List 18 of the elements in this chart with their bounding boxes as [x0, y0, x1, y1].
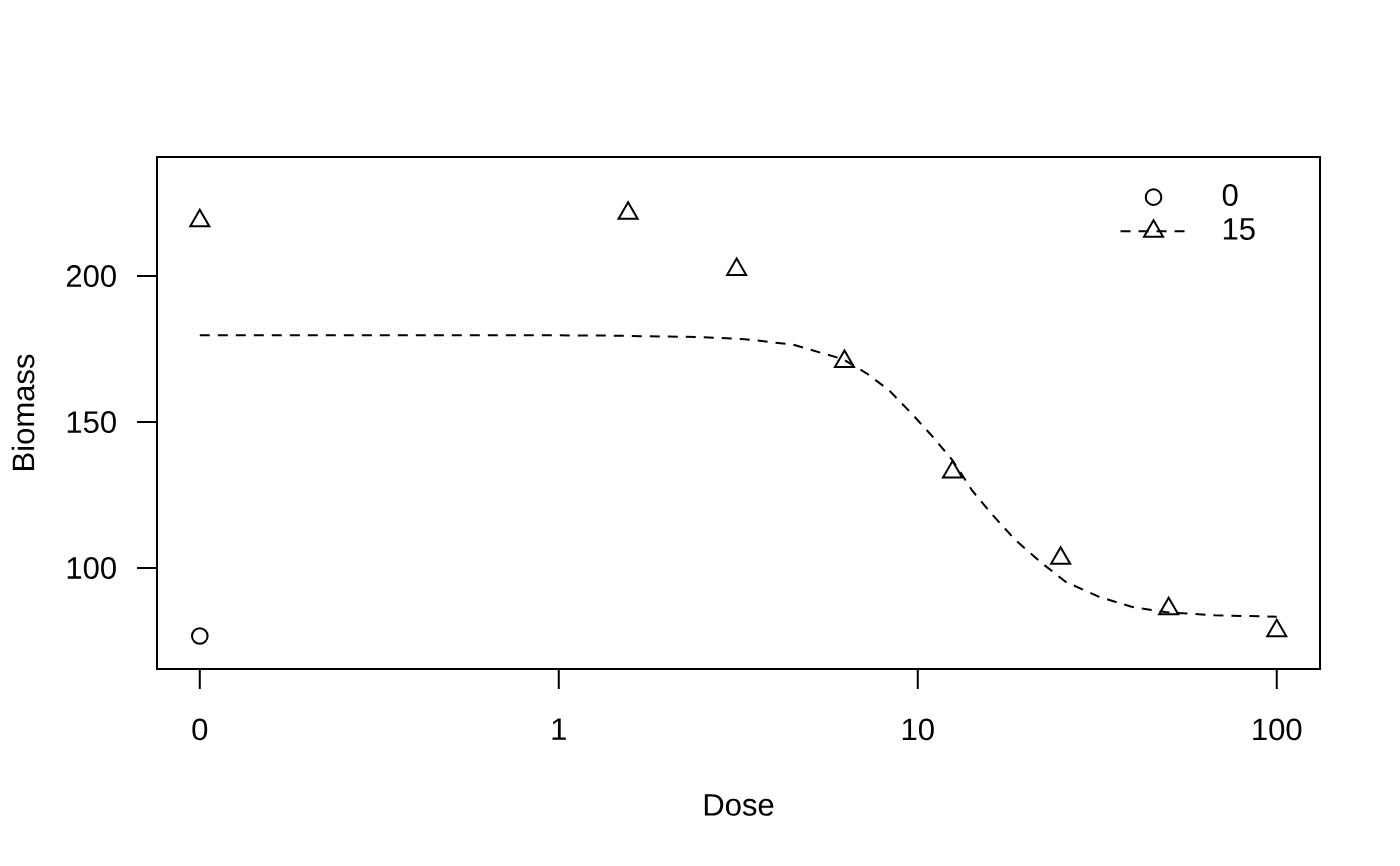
y-tick-label: 100	[67, 557, 116, 579]
point	[1266, 618, 1288, 638]
x-tick-label: 100	[1253, 718, 1302, 741]
y-tick-label: 150	[67, 411, 116, 434]
legend-label: 15	[1223, 218, 1255, 240]
point	[617, 201, 639, 220]
x-tick-label: 0	[192, 718, 208, 741]
x-axis-title: Dose	[704, 794, 774, 816]
point	[1050, 546, 1072, 565]
legend-label: 0	[1222, 184, 1238, 206]
x-tick-label: 10	[902, 718, 934, 741]
x-tick-label: 1	[552, 718, 566, 740]
point	[833, 349, 856, 369]
y-tick-label: 200	[66, 265, 116, 288]
point	[942, 459, 964, 479]
point	[726, 257, 748, 276]
point	[1158, 596, 1180, 616]
y-axis-title: Biomass	[11, 354, 35, 470]
